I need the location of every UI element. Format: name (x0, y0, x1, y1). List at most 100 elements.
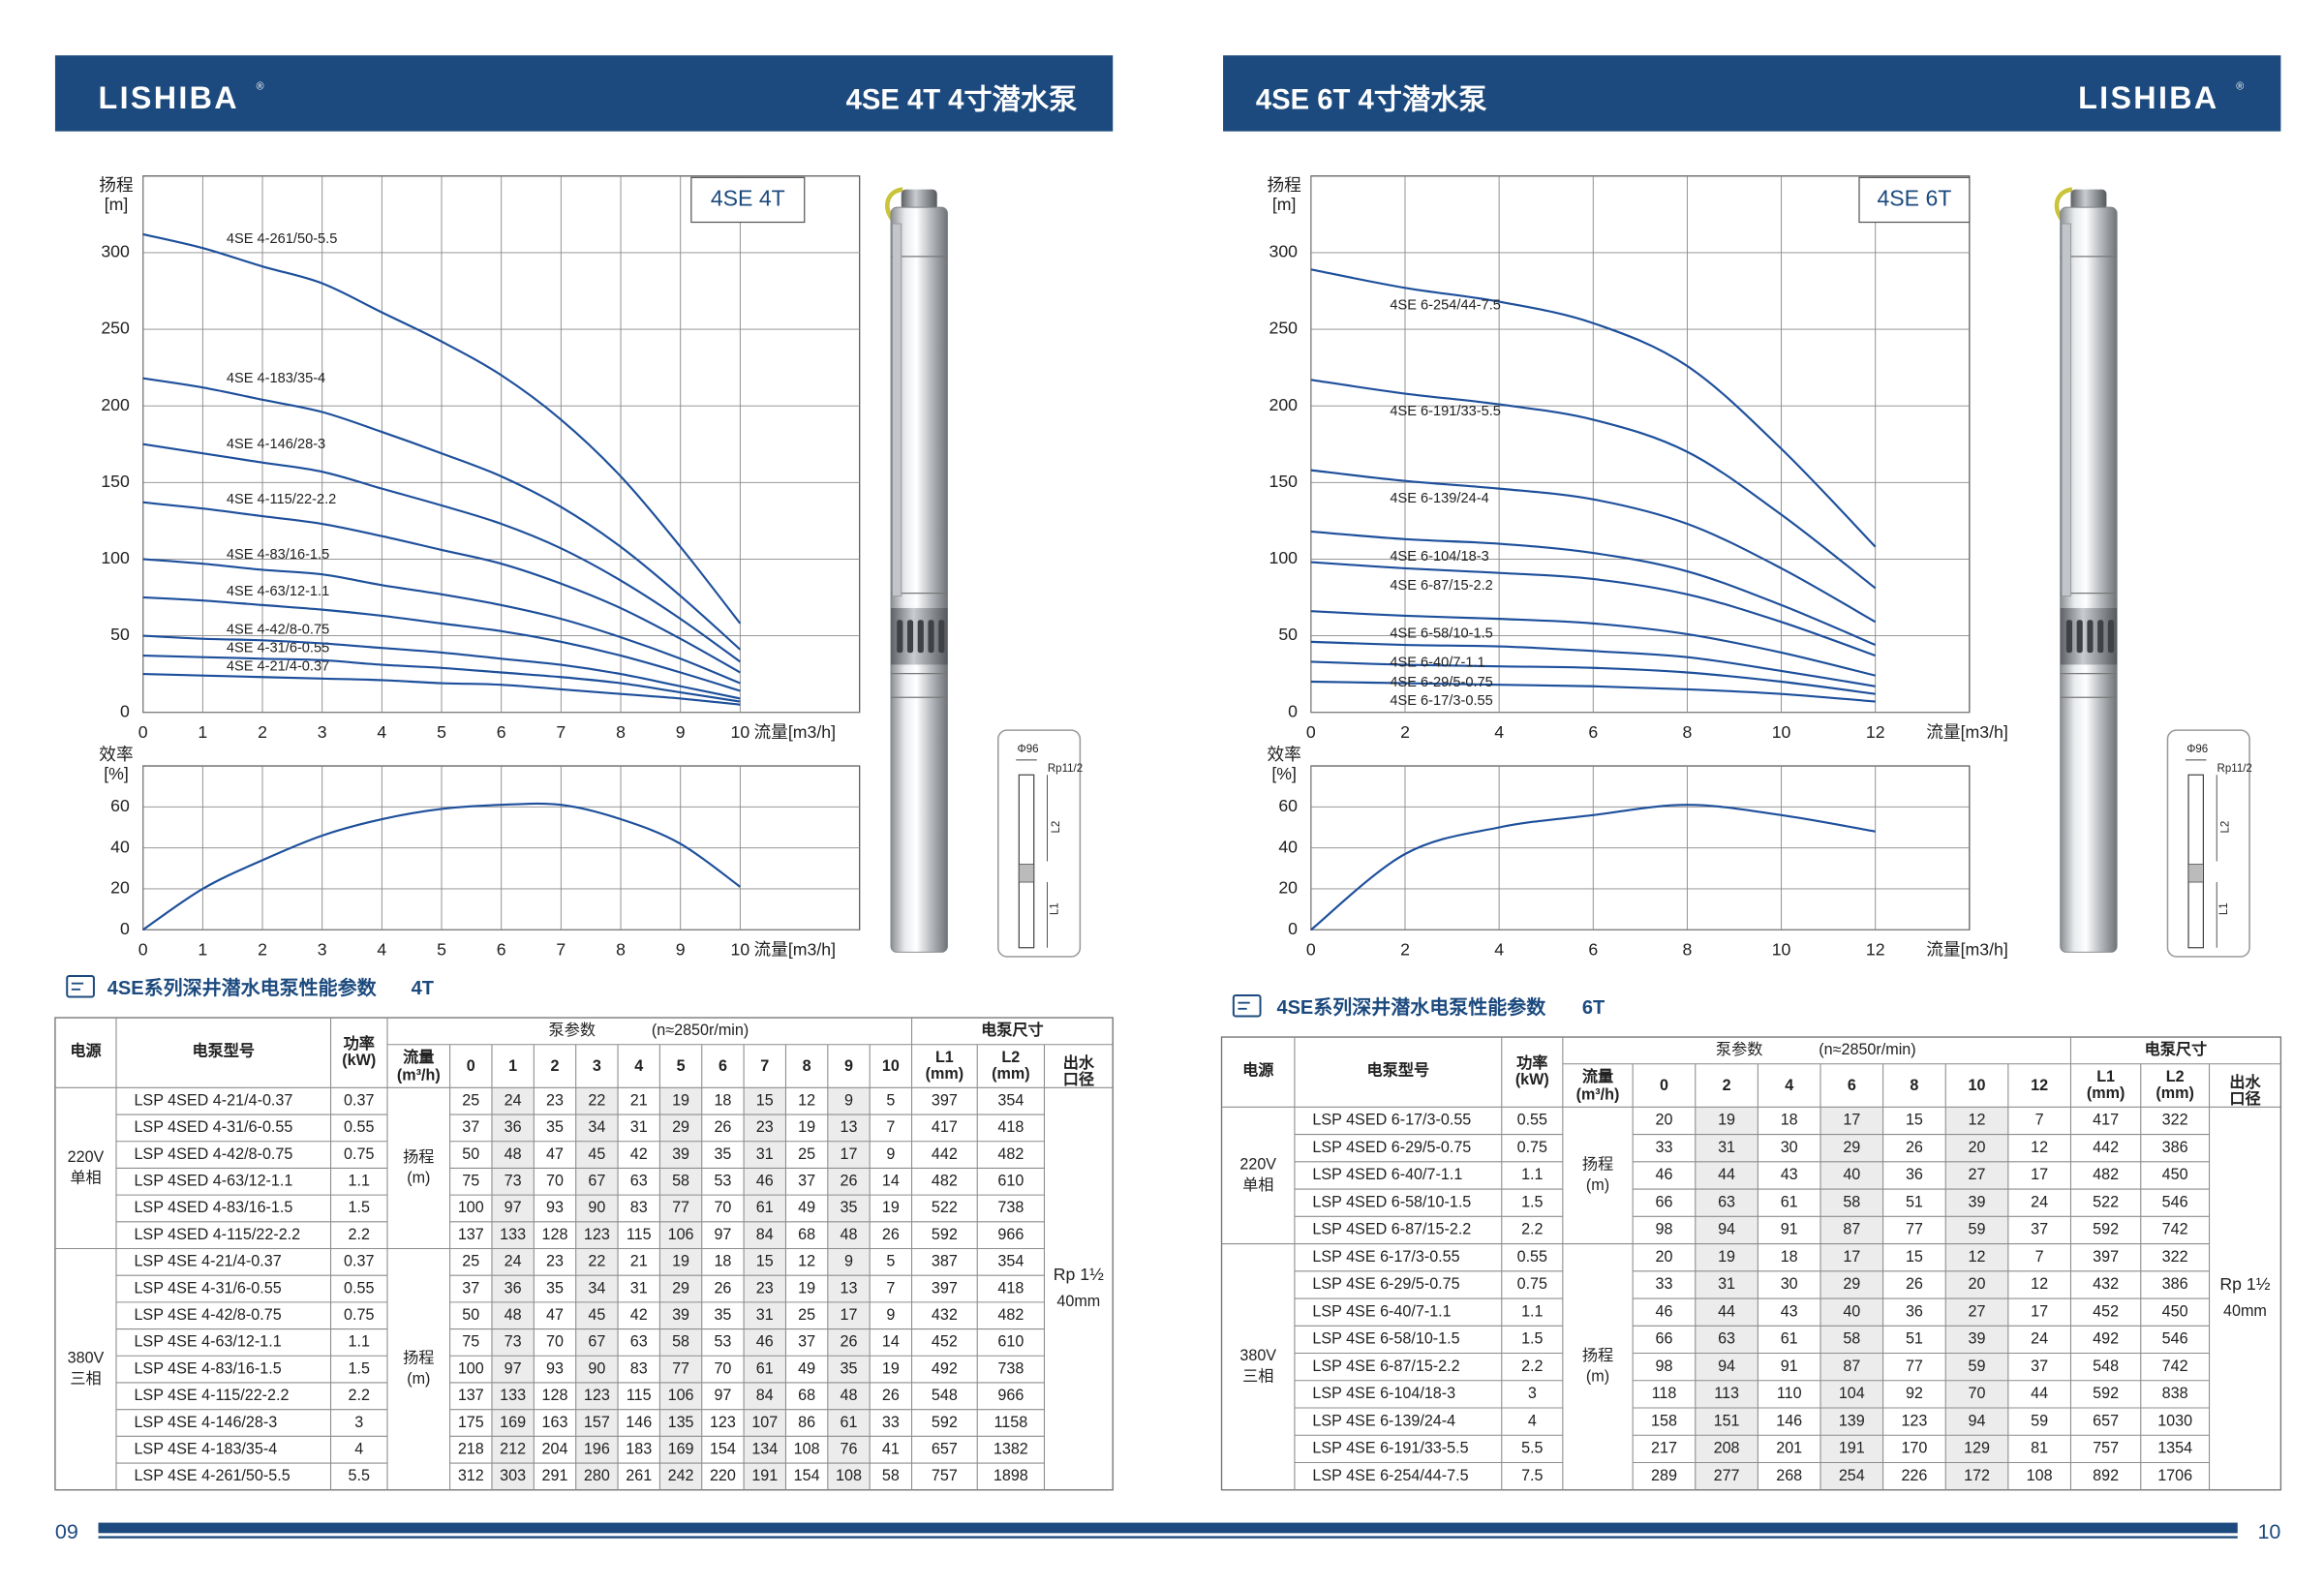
head-value: 22 (588, 1091, 605, 1109)
head-value: 139 (1839, 1412, 1865, 1429)
curve (1310, 680, 1876, 703)
head-value: 35 (546, 1118, 564, 1136)
y-tick-label: 300 (101, 242, 130, 261)
l1-value: 452 (932, 1333, 958, 1351)
table-header: 口径 (2229, 1089, 2260, 1108)
model: LSP 4SE 4-83/16-1.5 (134, 1359, 281, 1377)
l1-value: 397 (2093, 1248, 2119, 1266)
head-value: 41 (882, 1440, 900, 1457)
pump-body (2060, 206, 2118, 953)
head-value: 35 (546, 1279, 564, 1297)
head-value: 15 (756, 1091, 774, 1109)
curve (142, 673, 741, 706)
l2-value: 450 (2162, 1166, 2188, 1183)
table-header: 电泵型号 (192, 1042, 255, 1060)
head-value: 51 (1906, 1193, 1923, 1210)
power: 2.2 (349, 1226, 370, 1243)
head-value: 73 (505, 1333, 522, 1351)
head-unit: (m) (1586, 1368, 1609, 1386)
head-value: 59 (1969, 1221, 1986, 1238)
l2-value: 482 (997, 1306, 1024, 1324)
model: LSP 4SE 6-29/5-0.75 (1312, 1275, 1459, 1293)
l2-value: 1158 (994, 1414, 1027, 1431)
head-value: 24 (2031, 1193, 2048, 1210)
head-value: 204 (542, 1440, 568, 1457)
x-tick-label: 8 (1682, 722, 1692, 742)
power: 1.5 (349, 1359, 370, 1377)
head-value: 90 (588, 1199, 605, 1216)
head-value: 34 (588, 1279, 605, 1297)
head-label: 扬程 (403, 1148, 434, 1166)
head-value: 104 (1839, 1385, 1865, 1402)
table-frame (54, 1017, 1114, 1491)
head-value: 31 (630, 1118, 648, 1136)
table-header: 泵参数 (549, 1022, 596, 1039)
head-value: 75 (462, 1333, 479, 1351)
y-tick-label: 60 (1278, 796, 1298, 815)
table-header: 泵参数 (1716, 1041, 1762, 1058)
power: 0.75 (1517, 1275, 1547, 1293)
pump-cap (901, 189, 937, 211)
table-header: 电泵尺寸 (981, 1021, 1044, 1039)
head-value: 26 (714, 1279, 731, 1297)
y-tick-label: 60 (110, 796, 130, 815)
pump-body (890, 206, 948, 953)
curve-label: 4SE 6-139/24-4 (1390, 491, 1488, 506)
head-value: 50 (462, 1145, 479, 1163)
l1-value: 522 (2093, 1193, 2119, 1210)
head-value: 26 (882, 1387, 900, 1404)
y-tick-label: 250 (1269, 319, 1298, 338)
curve (142, 655, 741, 703)
x-tick-label: 10 (731, 722, 750, 742)
y-tick-label: 200 (101, 395, 130, 414)
head-value: 87 (1843, 1358, 1860, 1375)
l2-value: 322 (2162, 1248, 2188, 1266)
table-header: 出水 (1063, 1053, 1095, 1072)
model: LSP 4SED 6-17/3-0.55 (1312, 1112, 1471, 1129)
head-value: 20 (1655, 1248, 1672, 1266)
head-value: 19 (882, 1199, 900, 1216)
head-value: 42 (630, 1306, 648, 1324)
head-value: 44 (1718, 1302, 1735, 1320)
head-value: 35 (841, 1199, 858, 1216)
y-axis-unit: [m] (105, 195, 129, 214)
x-tick-label: 0 (138, 939, 148, 959)
flow-header: 5 (677, 1057, 686, 1075)
head-value: 12 (1969, 1248, 1986, 1266)
power: 0.55 (1517, 1248, 1547, 1266)
x-tick-label: 4 (377, 939, 386, 959)
head-value: 27 (1969, 1166, 1986, 1183)
logo-mark: ® (257, 80, 264, 92)
head-value: 31 (1718, 1139, 1735, 1156)
flow-header: 3 (593, 1057, 601, 1075)
head-value: 201 (1776, 1440, 1802, 1457)
head-value: 108 (794, 1440, 820, 1457)
l1-value: 757 (932, 1467, 958, 1484)
footer-line (98, 1536, 2238, 1539)
head-value: 27 (1969, 1302, 1986, 1320)
page-number: 10 (2257, 1520, 2280, 1543)
head-value: 53 (714, 1333, 731, 1351)
model: LSP 4SE 6-104/18-3 (1312, 1385, 1455, 1402)
y-tick-label: 100 (1269, 548, 1298, 567)
head-value: 151 (1714, 1412, 1740, 1429)
head-value: 106 (668, 1226, 694, 1243)
head-value: 37 (2031, 1221, 2048, 1238)
power: 1.1 (1521, 1302, 1543, 1320)
l2-value: 482 (997, 1145, 1024, 1163)
legend-box (690, 176, 806, 224)
head-value: 68 (798, 1387, 815, 1404)
head-value: 15 (1906, 1112, 1923, 1129)
head-value: 58 (672, 1333, 689, 1351)
head-value: 12 (798, 1091, 815, 1109)
head-value: 63 (630, 1333, 648, 1351)
power: 0.75 (1517, 1139, 1547, 1156)
model: LSP 4SE 4-146/28-3 (134, 1414, 277, 1431)
y-tick-label: 200 (1269, 395, 1298, 414)
x-tick-label: 6 (1588, 939, 1598, 959)
flow-header: 6 (719, 1057, 727, 1075)
head-value: 24 (505, 1091, 522, 1109)
head-value: 98 (1655, 1221, 1672, 1238)
head-value: 158 (1651, 1412, 1677, 1429)
